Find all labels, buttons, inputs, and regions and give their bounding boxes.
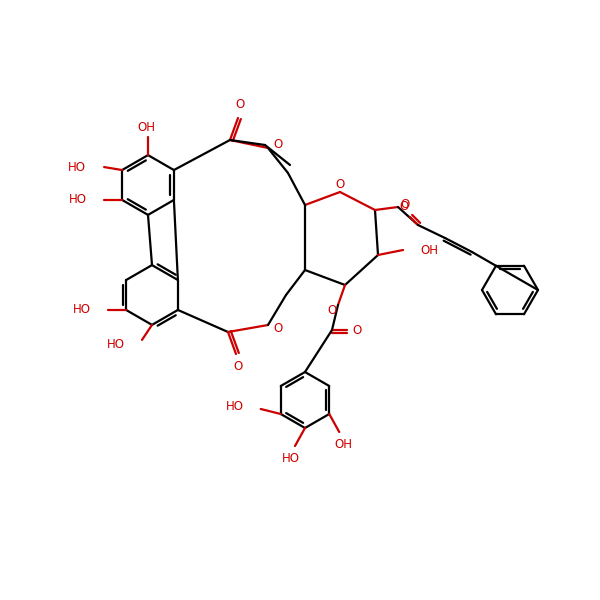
Text: O: O (400, 200, 409, 214)
Text: O: O (400, 197, 410, 211)
Text: O: O (274, 322, 283, 335)
Text: O: O (328, 304, 337, 317)
Text: OH: OH (137, 121, 155, 134)
Text: O: O (274, 139, 283, 151)
Text: OH: OH (334, 437, 352, 451)
Text: OH: OH (420, 244, 438, 257)
Text: O: O (335, 178, 344, 191)
Text: O: O (233, 361, 242, 373)
Text: HO: HO (69, 193, 87, 206)
Text: HO: HO (282, 451, 300, 464)
Text: HO: HO (226, 401, 244, 413)
Text: O: O (352, 323, 362, 337)
Text: HO: HO (68, 161, 86, 173)
Text: O: O (235, 98, 245, 112)
Text: HO: HO (73, 304, 91, 316)
Text: HO: HO (107, 338, 125, 352)
